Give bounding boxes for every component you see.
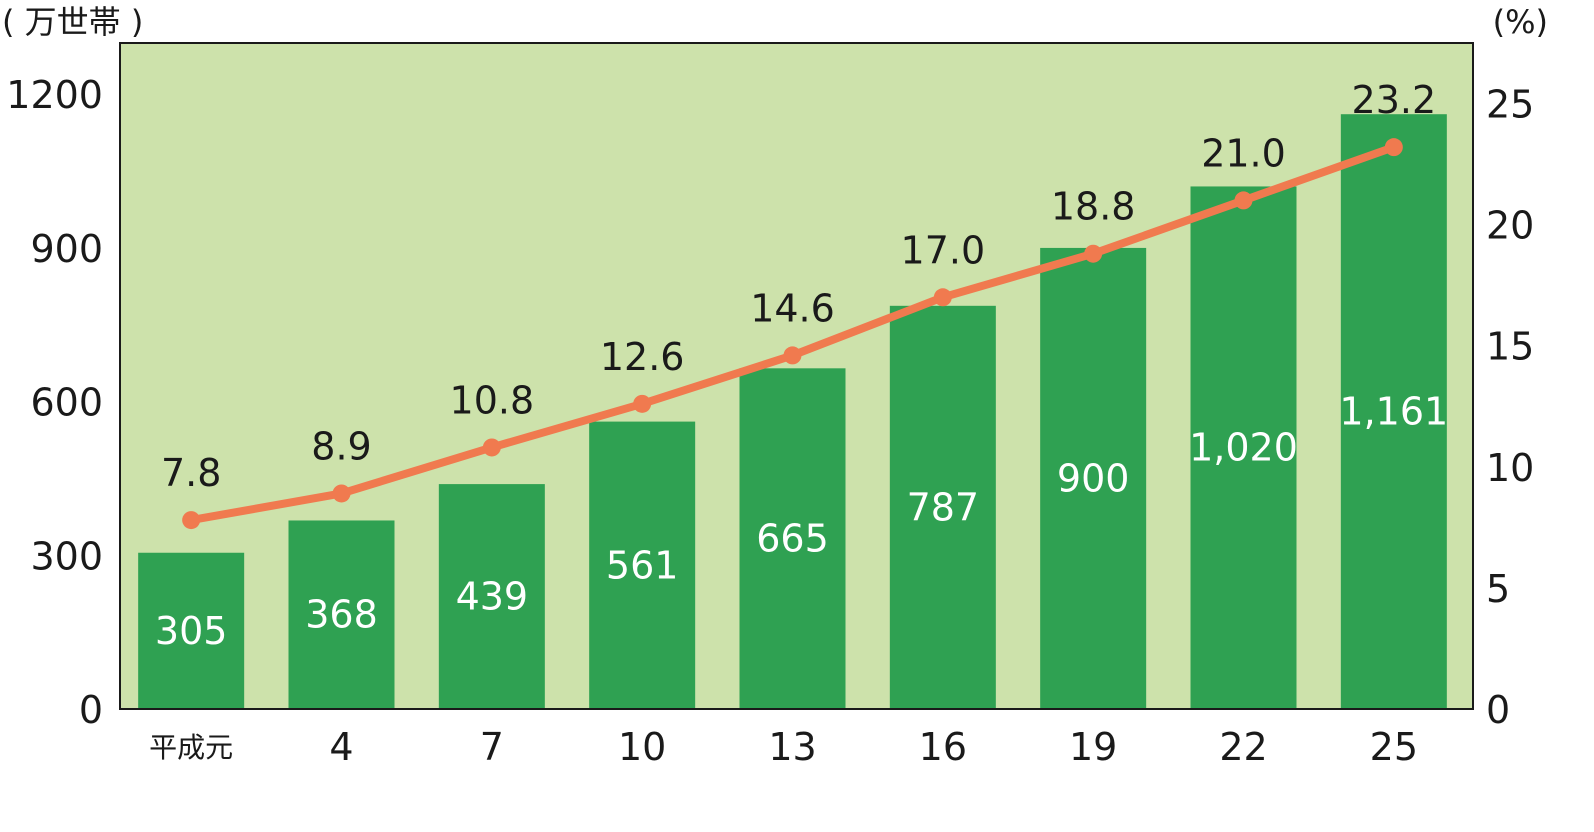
line-point (783, 346, 802, 365)
bar (1190, 186, 1297, 709)
x-axis-tick-label: 13 (768, 725, 816, 769)
line-value-labels: 7.8 8.9 10.8 12.6 14.6 17.0 18.8 21.0 23.2 (161, 78, 1436, 495)
bar-value-label: 900 (1057, 456, 1130, 500)
x-axis-tick-label: 16 (919, 725, 967, 769)
right-axis-ticks: 0 5 10 15 20 25 (1486, 83, 1534, 732)
left-axis-tick-label: 1200 (6, 73, 103, 117)
line-point (182, 511, 201, 530)
x-axis-tick-label: 4 (329, 725, 353, 769)
line-point (933, 288, 952, 307)
right-axis-tick-label: 25 (1486, 83, 1534, 127)
line-value-label: 21.0 (1201, 131, 1286, 175)
line-value-label: 14.6 (750, 286, 835, 330)
right-axis-unit-label: (%) (1493, 3, 1548, 41)
bar-value-label: 368 (305, 593, 378, 637)
bar-value-label: 665 (756, 517, 829, 561)
bar-value-label: 305 (155, 609, 228, 653)
right-axis-tick-label: 0 (1486, 688, 1510, 732)
line-point (633, 394, 652, 413)
line-series (182, 138, 1403, 530)
left-axis-ticks: 0 300 600 900 1200 (6, 73, 103, 732)
line-value-label: 12.6 (600, 335, 685, 379)
bar (1340, 114, 1447, 710)
x-axis-tick-label: 19 (1069, 725, 1117, 769)
line-point (1234, 191, 1253, 210)
bar-value-label: 561 (606, 543, 679, 587)
right-axis-tick-label: 15 (1486, 325, 1534, 369)
bar-value-label: 787 (907, 485, 980, 529)
bar (1040, 247, 1147, 709)
left-axis-tick-label: 0 (79, 688, 103, 732)
bar (138, 552, 245, 709)
line-point (482, 438, 501, 457)
line-point (332, 484, 351, 503)
bar (589, 421, 696, 709)
right-axis-tick-label: 20 (1486, 204, 1534, 248)
right-axis-tick-label: 5 (1486, 567, 1510, 611)
x-axis-ticks: 平成元 4 7 10 13 16 19 22 25 (149, 725, 1418, 769)
bar (739, 368, 846, 709)
x-axis-tick-label: 7 (480, 725, 504, 769)
plot-frame (119, 42, 1474, 710)
bar-value-label: 439 (456, 575, 529, 619)
line-value-label: 17.0 (901, 228, 986, 272)
bar-value-label: 1,161 (1339, 390, 1448, 434)
left-axis-tick-label: 300 (30, 534, 103, 578)
x-axis-tick-label: 平成元 (149, 731, 233, 764)
left-axis-tick-label: 900 (30, 227, 103, 271)
left-axis-tick-label: 600 (30, 381, 103, 425)
bar (438, 484, 545, 709)
right-axis-tick-label: 10 (1486, 446, 1534, 490)
bar-value-labels: 305 368 439 561 665 787 900 1,020 1,161 (155, 390, 1448, 653)
line-value-label: 23.2 (1352, 78, 1437, 122)
bar (889, 305, 996, 709)
x-axis-tick-label: 10 (618, 725, 666, 769)
line-value-label: 10.8 (450, 378, 535, 422)
bar (288, 520, 395, 709)
left-axis-unit-label: ( 万世帯 ) (2, 3, 143, 41)
line-value-label: 8.9 (311, 424, 371, 468)
line-point (1084, 244, 1103, 263)
line-point (1384, 138, 1403, 157)
line-value-label: 7.8 (161, 451, 221, 495)
line-value-label: 18.8 (1051, 185, 1136, 229)
x-axis-tick-label: 25 (1370, 725, 1418, 769)
bar-value-label: 1,020 (1189, 426, 1298, 470)
x-axis-tick-label: 22 (1219, 725, 1267, 769)
bar-series (138, 114, 1447, 710)
